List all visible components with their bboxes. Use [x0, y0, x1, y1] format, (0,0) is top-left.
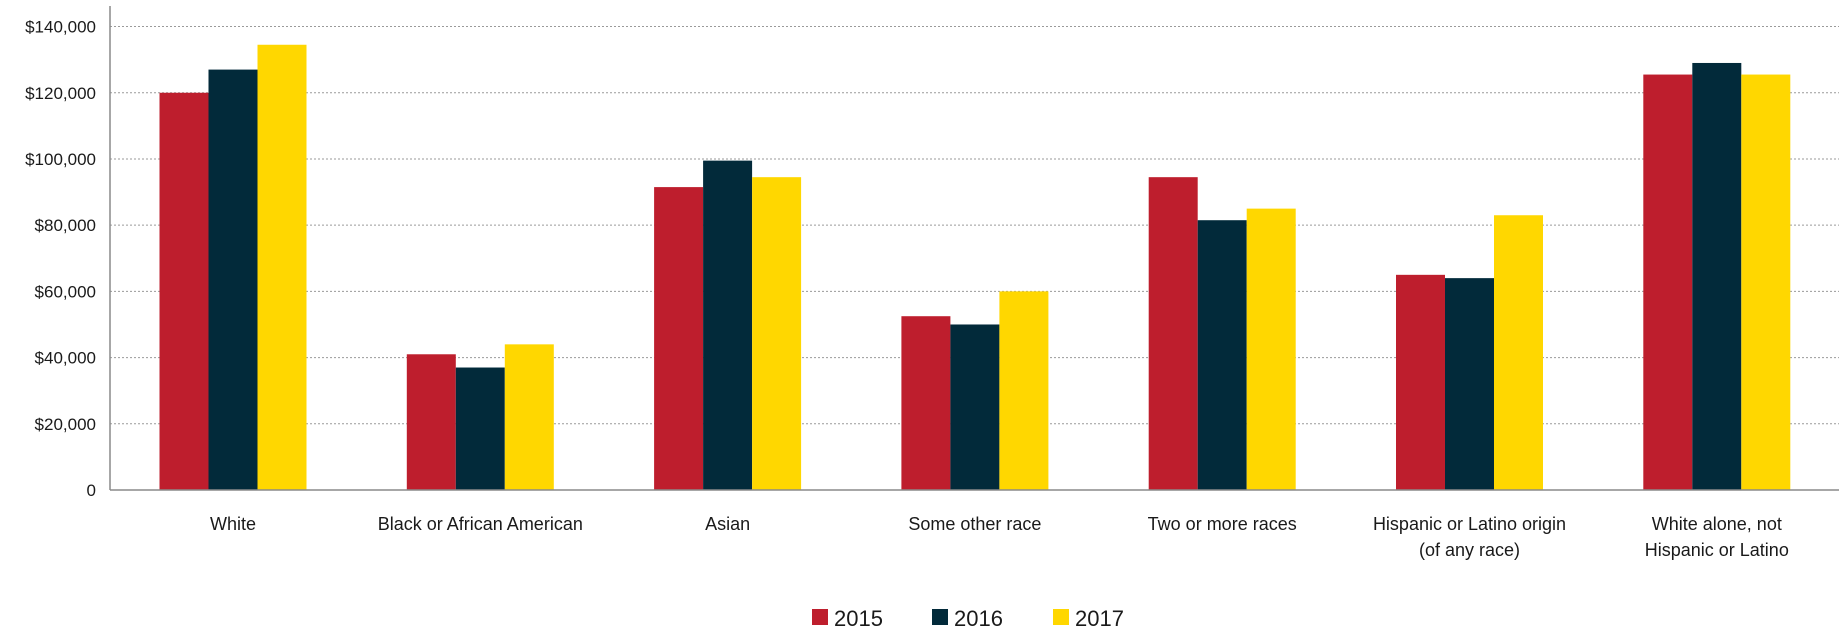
category-label-4-line-0: Two or more races [1148, 514, 1297, 534]
bar-2017-2 [752, 177, 802, 490]
y-tick-label-5: $100,000 [25, 150, 96, 169]
category-label-4: Two or more races [1148, 514, 1297, 534]
bar-2015-2 [654, 187, 704, 490]
category-label-2: Asian [705, 514, 750, 534]
category-label-5-line-1: (of any race) [1419, 540, 1520, 560]
category-label-6: White alone, not Hispanic or Latino [1645, 514, 1789, 560]
legend-label-2015: 2015 [834, 606, 883, 631]
category-label-3-line-0: Some other race [908, 514, 1041, 534]
category-label-6-line-0: White alone, not [1652, 514, 1782, 534]
bar-2016-4 [1197, 220, 1247, 490]
bar-2015-0 [159, 92, 209, 491]
bar-2015-3 [901, 316, 951, 490]
bar-2016-6 [1692, 62, 1742, 491]
category-label-1: Black or African American [378, 514, 583, 534]
category-label-5: Hispanic or Latino origin (of any race) [1373, 514, 1566, 560]
bar-2017-4 [1246, 208, 1296, 490]
bars [159, 44, 1791, 491]
bar-2016-1 [455, 367, 505, 490]
category-label-2-line-0: Asian [705, 514, 750, 534]
bar-2015-1 [406, 354, 456, 490]
y-axis-tick-labels: 0 $20,000 $40,000 $60,000 $80,000 $100,000 $12… [25, 18, 96, 500]
gridlines [110, 26, 1839, 425]
bar-2017-1 [504, 344, 554, 490]
y-tick-label-2: $40,000 [35, 349, 96, 368]
category-label-6-line-1: Hispanic or Latino [1645, 540, 1789, 560]
axes [109, 6, 1839, 491]
category-label-1-line-0: Black or African American [378, 514, 583, 534]
legend-label-2016: 2016 [954, 606, 1003, 631]
bar-2016-0 [208, 69, 258, 490]
y-tick-label-1: $20,000 [35, 415, 96, 434]
category-label-5-line-0: Hispanic or Latino origin [1373, 514, 1566, 534]
legend-label-2017: 2017 [1075, 606, 1124, 631]
bar-2017-3 [999, 291, 1049, 490]
y-tick-label-4: $80,000 [35, 216, 96, 235]
bar-2016-2 [703, 160, 753, 490]
bar-2016-5 [1445, 278, 1494, 490]
bar-2015-5 [1396, 274, 1445, 490]
legend: 2015 2016 2017 [812, 606, 1124, 631]
legend-swatch-2017 [1053, 609, 1069, 625]
bar-2017-5 [1494, 215, 1543, 490]
category-label-0-line-0: White [210, 514, 256, 534]
bar-2015-6 [1643, 74, 1693, 490]
y-tick-label-6: $120,000 [25, 84, 96, 103]
category-label-3: Some other race [908, 514, 1041, 534]
category-labels: White Black or African American Asian Some … [210, 514, 1789, 560]
legend-swatch-2016 [932, 609, 948, 625]
bar-2015-4 [1148, 177, 1198, 490]
legend-swatch-2015 [812, 609, 828, 625]
y-tick-label-7: $140,000 [25, 18, 96, 37]
bar-2017-6 [1741, 74, 1791, 490]
bar-2016-3 [950, 324, 1000, 490]
category-label-0: White [210, 514, 256, 534]
y-tick-label-3: $60,000 [35, 282, 96, 301]
bar-2017-0 [257, 44, 307, 491]
y-tick-label-0: 0 [87, 481, 96, 500]
